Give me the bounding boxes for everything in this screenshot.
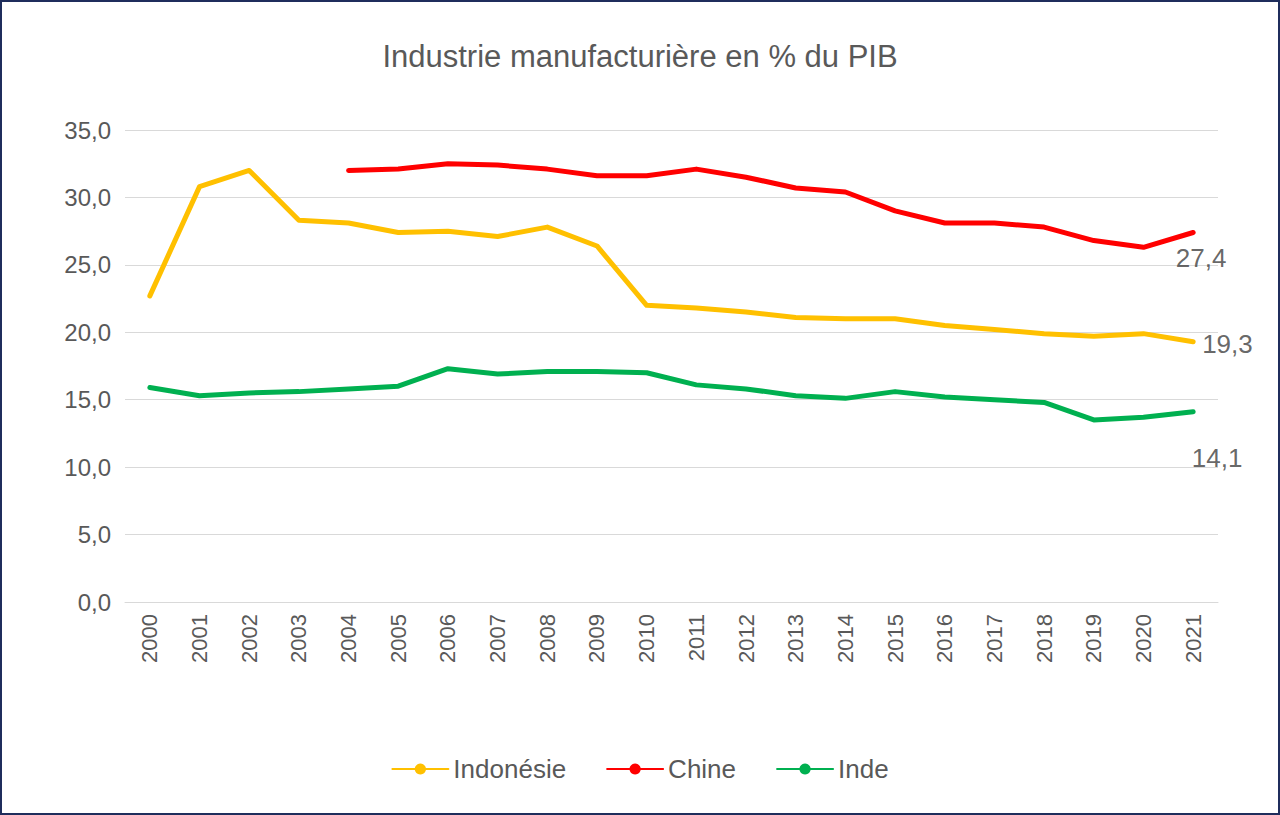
svg-text:5,0: 5,0: [78, 521, 111, 548]
svg-text:2001: 2001: [187, 614, 212, 663]
svg-text:Inde: Inde: [838, 754, 889, 784]
svg-text:35,0: 35,0: [64, 117, 111, 144]
svg-text:2018: 2018: [1032, 614, 1057, 663]
svg-text:2006: 2006: [435, 614, 460, 663]
svg-text:2013: 2013: [783, 614, 808, 663]
svg-text:2005: 2005: [386, 614, 411, 663]
svg-text:2015: 2015: [883, 614, 908, 663]
svg-text:10,0: 10,0: [64, 454, 111, 481]
svg-text:27,4: 27,4: [1176, 243, 1227, 273]
svg-text:2009: 2009: [584, 614, 609, 663]
svg-text:20,0: 20,0: [64, 319, 111, 346]
svg-text:2011: 2011: [684, 614, 709, 661]
svg-text:2016: 2016: [932, 614, 957, 663]
svg-text:2021: 2021: [1181, 614, 1206, 663]
svg-text:25,0: 25,0: [64, 251, 111, 278]
svg-text:2008: 2008: [535, 614, 560, 663]
svg-text:2000: 2000: [137, 614, 162, 663]
svg-text:30,0: 30,0: [64, 184, 111, 211]
svg-text:Industrie manufacturière en %: Industrie manufacturière en % du PIB: [382, 39, 897, 74]
svg-text:2004: 2004: [336, 614, 361, 663]
svg-text:19,3: 19,3: [1202, 329, 1253, 359]
svg-text:2003: 2003: [286, 614, 311, 663]
svg-text:Indonésie: Indonésie: [453, 754, 566, 784]
svg-text:2012: 2012: [734, 614, 759, 663]
svg-text:14,1: 14,1: [1192, 443, 1243, 473]
svg-text:15,0: 15,0: [64, 386, 111, 413]
svg-text:2007: 2007: [485, 614, 510, 663]
svg-text:2002: 2002: [237, 614, 262, 663]
svg-text:2019: 2019: [1081, 614, 1106, 663]
svg-text:2014: 2014: [833, 614, 858, 663]
svg-text:2017: 2017: [982, 614, 1007, 663]
svg-text:0,0: 0,0: [78, 589, 111, 616]
svg-text:Chine: Chine: [668, 754, 736, 784]
svg-text:2010: 2010: [634, 614, 659, 663]
svg-text:2020: 2020: [1131, 614, 1156, 663]
